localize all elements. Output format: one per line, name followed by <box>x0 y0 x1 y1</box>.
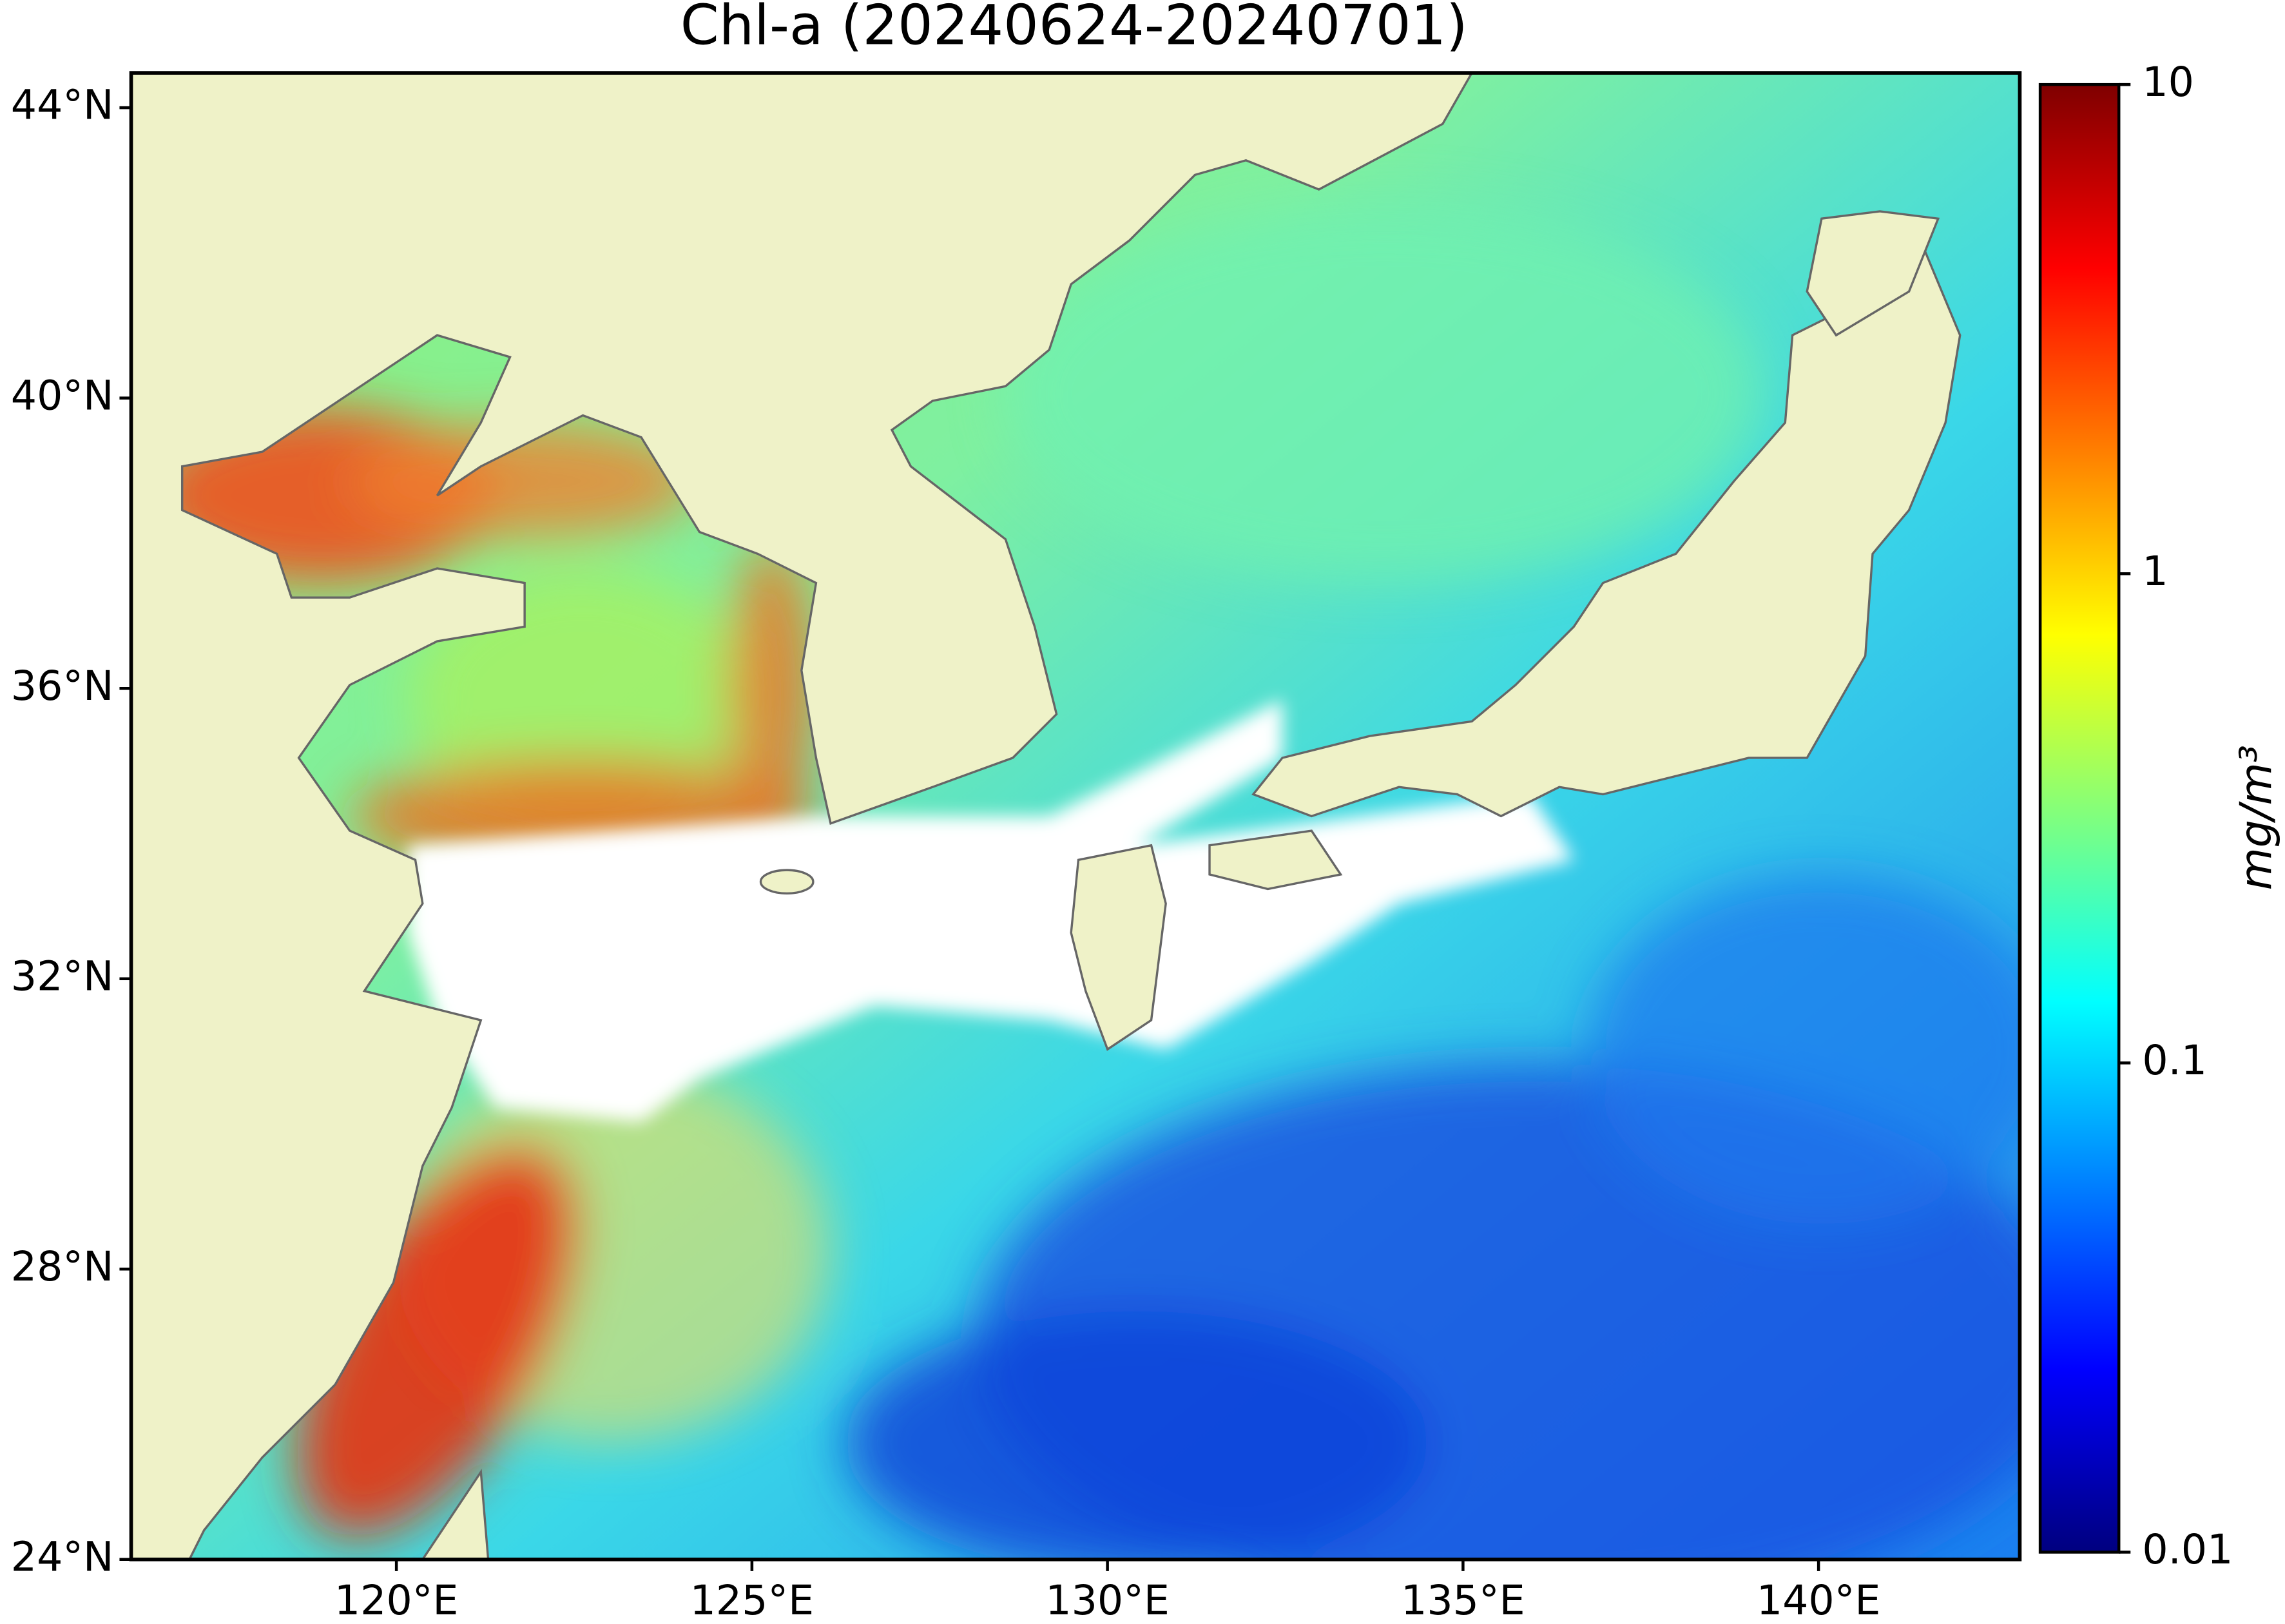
cloud-mask <box>408 699 1574 1123</box>
x-tick-label: 120°E <box>334 1576 459 1624</box>
kyushu <box>1070 844 1167 1051</box>
map-area <box>131 73 2020 1560</box>
y-tick-label: 44°N <box>11 81 114 129</box>
honshu <box>1251 246 1962 818</box>
x-tick-label: 125°E <box>690 1576 815 1624</box>
hokkaido <box>1806 210 1940 337</box>
x-tick-label: 140°E <box>1757 1576 1881 1624</box>
colorbar <box>2038 82 2121 1554</box>
map-frame <box>129 71 2022 1561</box>
taiwan <box>421 1469 490 1560</box>
map-title: Chl-a (20240624-20240701) <box>680 0 1468 58</box>
x-tick-label: 135°E <box>1401 1576 1525 1624</box>
y-tick-label: 32°N <box>11 952 114 1000</box>
colorbar-tick-label: 1 <box>2142 547 2168 595</box>
jeju <box>759 869 815 894</box>
y-tick-label: 24°N <box>11 1532 114 1580</box>
y-tick-label: 28°N <box>11 1242 114 1290</box>
colorbar-tick-label: 0.01 <box>2142 1525 2233 1573</box>
colorbar-label: mg/m³ <box>2230 745 2281 890</box>
shikoku <box>1208 829 1343 891</box>
colorbar-tick-label: 10 <box>2142 58 2194 106</box>
x-tick-label: 130°E <box>1045 1576 1170 1624</box>
y-tick-label: 36°N <box>11 662 114 710</box>
colorbar-tick-label: 0.1 <box>2142 1036 2207 1084</box>
y-tick-label: 40°N <box>11 371 114 419</box>
mainland <box>131 73 1474 1560</box>
land <box>131 73 1962 1560</box>
